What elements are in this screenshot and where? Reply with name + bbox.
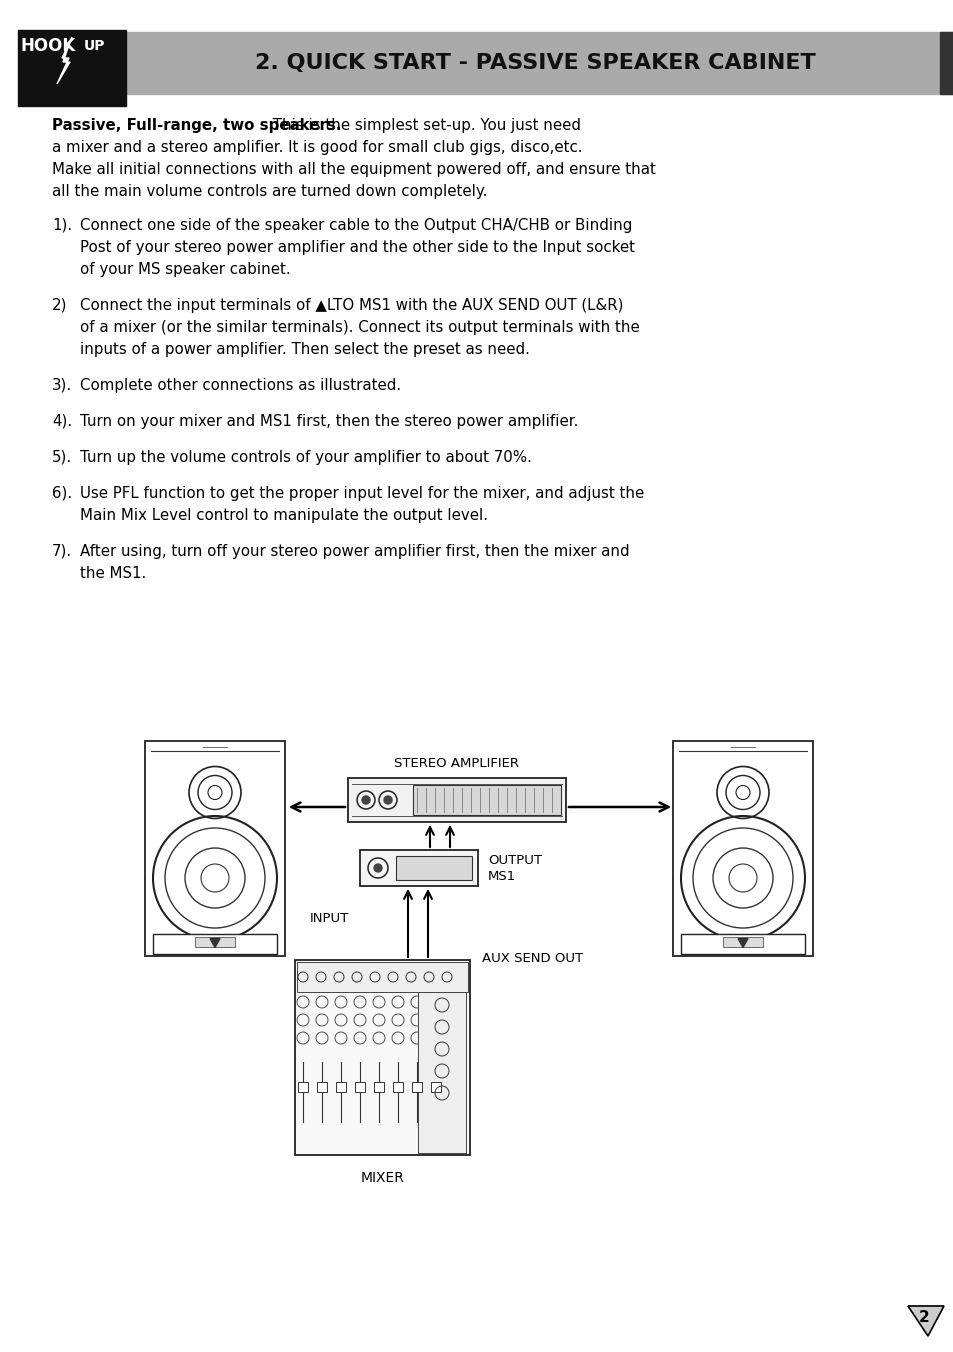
Bar — [417, 992, 465, 1153]
Text: Use PFL function to get the proper input level for the mixer, and adjust the: Use PFL function to get the proper input… — [80, 485, 643, 502]
Text: 6).: 6). — [52, 485, 72, 502]
Bar — [680, 933, 804, 953]
Polygon shape — [907, 1306, 943, 1336]
Bar — [393, 1082, 402, 1092]
Bar — [296, 963, 468, 992]
Text: 3).: 3). — [52, 379, 72, 393]
Polygon shape — [210, 938, 220, 948]
Text: Connect the input terminals of ▲LTO MS1 with the AUX SEND OUT (L&R): Connect the input terminals of ▲LTO MS1 … — [80, 297, 623, 314]
Text: STEREO AMPLIFIER: STEREO AMPLIFIER — [395, 757, 519, 771]
Text: all the main volume controls are turned down completely.: all the main volume controls are turned … — [52, 184, 487, 199]
Bar — [359, 850, 477, 886]
Text: of a mixer (or the similar terminals). Connect its output terminals with the: of a mixer (or the similar terminals). C… — [80, 320, 639, 335]
Polygon shape — [738, 938, 747, 948]
Text: 2: 2 — [918, 1310, 928, 1325]
Bar — [412, 1082, 421, 1092]
Bar — [152, 933, 276, 953]
Text: INPUT: INPUT — [310, 913, 349, 925]
Text: Passive, Full-range, two speakers.: Passive, Full-range, two speakers. — [52, 118, 341, 132]
Bar — [431, 1082, 440, 1092]
Text: 1).: 1). — [52, 218, 72, 233]
Text: 2. QUICK START - PASSIVE SPEAKER CABINET: 2. QUICK START - PASSIVE SPEAKER CABINET — [254, 53, 815, 73]
Text: Turn on your mixer and MS1 first, then the stereo power amplifier.: Turn on your mixer and MS1 first, then t… — [80, 414, 578, 429]
Text: OUTPUT: OUTPUT — [488, 854, 541, 867]
Bar — [374, 1082, 384, 1092]
Text: inputs of a power amplifier. Then select the preset as need.: inputs of a power amplifier. Then select… — [80, 342, 529, 357]
Bar — [395, 856, 472, 880]
Bar — [672, 741, 812, 956]
Text: Connect one side of the speaker cable to the Output CHA/CHB or Binding: Connect one side of the speaker cable to… — [80, 218, 632, 233]
Circle shape — [361, 796, 370, 804]
Bar — [194, 937, 234, 946]
Text: MIXER: MIXER — [360, 1171, 404, 1184]
Text: Make all initial connections with all the equipment powered off, and ensure that: Make all initial connections with all th… — [52, 162, 656, 177]
Bar — [294, 960, 470, 1155]
Polygon shape — [57, 37, 71, 84]
Bar — [335, 1082, 346, 1092]
Text: the MS1.: the MS1. — [80, 566, 146, 581]
Text: Main Mix Level control to manipulate the output level.: Main Mix Level control to manipulate the… — [80, 508, 488, 523]
Circle shape — [384, 796, 392, 804]
Text: Post of your stereo power amplifier and the other side to the Input socket: Post of your stereo power amplifier and … — [80, 241, 635, 256]
Bar — [145, 741, 285, 956]
Text: 4).: 4). — [52, 414, 72, 429]
Text: a mixer and a stereo amplifier. It is good for small club gigs, disco,etc.: a mixer and a stereo amplifier. It is go… — [52, 141, 582, 155]
Circle shape — [374, 864, 381, 872]
Text: This is the simplest set-up. You just need: This is the simplest set-up. You just ne… — [268, 118, 580, 132]
Text: AUX SEND OUT: AUX SEND OUT — [481, 952, 582, 965]
Text: Complete other connections as illustrated.: Complete other connections as illustrate… — [80, 379, 400, 393]
Bar — [939, 32, 953, 95]
Text: Turn up the volume controls of your amplifier to about 70%.: Turn up the volume controls of your ampl… — [80, 450, 532, 465]
Bar — [348, 777, 565, 822]
Text: UP: UP — [84, 39, 106, 53]
Bar — [297, 1082, 308, 1092]
Text: 5).: 5). — [52, 450, 72, 465]
Text: 2): 2) — [52, 297, 68, 314]
Bar — [316, 1082, 327, 1092]
Text: After using, turn off your stereo power amplifier first, then the mixer and: After using, turn off your stereo power … — [80, 544, 629, 558]
Bar — [355, 1082, 365, 1092]
Bar — [18, 30, 126, 105]
Text: 7).: 7). — [52, 544, 72, 558]
Bar — [125, 32, 953, 95]
Bar — [722, 937, 762, 946]
Text: HOOK: HOOK — [20, 37, 75, 55]
Bar — [413, 786, 560, 815]
Text: MS1: MS1 — [488, 869, 516, 883]
Text: of your MS speaker cabinet.: of your MS speaker cabinet. — [80, 262, 291, 277]
